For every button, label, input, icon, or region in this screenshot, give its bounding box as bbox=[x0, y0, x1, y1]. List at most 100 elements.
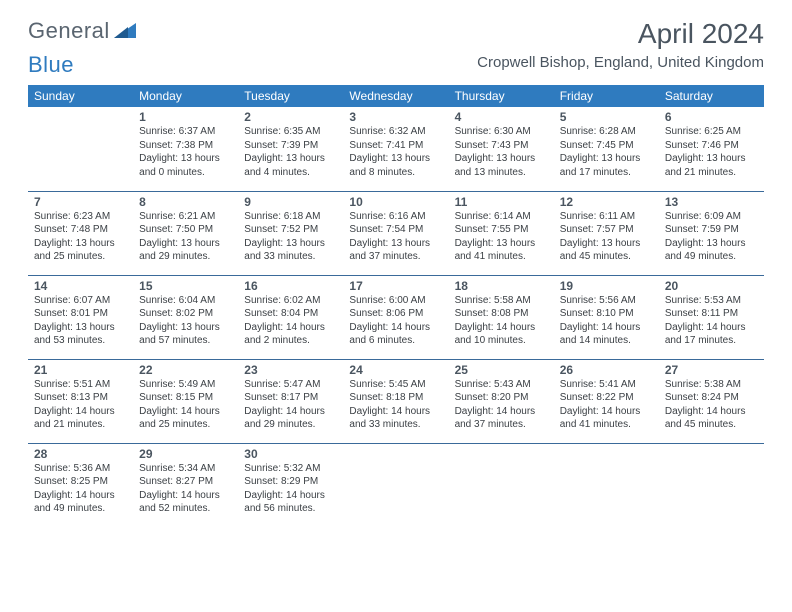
daylight-line-2: and 37 minutes. bbox=[455, 418, 548, 432]
day-cell: 3Sunrise: 6:32 AMSunset: 7:41 PMDaylight… bbox=[343, 107, 448, 191]
day-number: 11 bbox=[455, 195, 548, 209]
daylight-line-1: Daylight: 13 hours bbox=[665, 152, 758, 166]
day-number: 26 bbox=[560, 363, 653, 377]
day-of-week-cell: Monday bbox=[133, 85, 238, 107]
sunset-line: Sunset: 8:06 PM bbox=[349, 307, 442, 321]
daylight-line-1: Daylight: 14 hours bbox=[665, 405, 758, 419]
daylight-line-2: and 29 minutes. bbox=[244, 418, 337, 432]
week-row: 28Sunrise: 5:36 AMSunset: 8:25 PMDayligh… bbox=[28, 443, 764, 527]
sunrise-line: Sunrise: 5:51 AM bbox=[34, 378, 127, 392]
sunset-line: Sunset: 8:24 PM bbox=[665, 391, 758, 405]
sunset-line: Sunset: 8:08 PM bbox=[455, 307, 548, 321]
day-number: 8 bbox=[139, 195, 232, 209]
day-cell bbox=[449, 443, 554, 527]
day-cell: 6Sunrise: 6:25 AMSunset: 7:46 PMDaylight… bbox=[659, 107, 764, 191]
sunrise-line: Sunrise: 6:07 AM bbox=[34, 294, 127, 308]
day-of-week-cell: Friday bbox=[554, 85, 659, 107]
page-header: General April 2024 Cropwell Bishop, Engl… bbox=[0, 0, 792, 77]
daylight-line-1: Daylight: 14 hours bbox=[665, 321, 758, 335]
daylight-line-2: and 21 minutes. bbox=[34, 418, 127, 432]
day-number: 29 bbox=[139, 447, 232, 461]
sunrise-line: Sunrise: 6:28 AM bbox=[560, 125, 653, 139]
daylight-line-2: and 37 minutes. bbox=[349, 250, 442, 264]
day-number: 12 bbox=[560, 195, 653, 209]
sunset-line: Sunset: 7:50 PM bbox=[139, 223, 232, 237]
day-cell: 13Sunrise: 6:09 AMSunset: 7:59 PMDayligh… bbox=[659, 191, 764, 275]
sunset-line: Sunset: 7:52 PM bbox=[244, 223, 337, 237]
sunset-line: Sunset: 7:41 PM bbox=[349, 139, 442, 153]
day-number: 28 bbox=[34, 447, 127, 461]
sunset-line: Sunset: 7:39 PM bbox=[244, 139, 337, 153]
day-of-week-cell: Sunday bbox=[28, 85, 133, 107]
sunset-line: Sunset: 7:38 PM bbox=[139, 139, 232, 153]
day-cell: 15Sunrise: 6:04 AMSunset: 8:02 PMDayligh… bbox=[133, 275, 238, 359]
logo-triangle-icon bbox=[114, 20, 136, 43]
day-cell: 20Sunrise: 5:53 AMSunset: 8:11 PMDayligh… bbox=[659, 275, 764, 359]
daylight-line-1: Daylight: 14 hours bbox=[34, 489, 127, 503]
day-number: 19 bbox=[560, 279, 653, 293]
daylight-line-1: Daylight: 13 hours bbox=[139, 152, 232, 166]
daylight-line-1: Daylight: 14 hours bbox=[455, 321, 548, 335]
daylight-line-2: and 41 minutes. bbox=[455, 250, 548, 264]
daylight-line-1: Daylight: 13 hours bbox=[34, 321, 127, 335]
day-cell bbox=[554, 443, 659, 527]
sunrise-line: Sunrise: 5:36 AM bbox=[34, 462, 127, 476]
week-row: 21Sunrise: 5:51 AMSunset: 8:13 PMDayligh… bbox=[28, 359, 764, 443]
daylight-line-2: and 2 minutes. bbox=[244, 334, 337, 348]
day-number: 5 bbox=[560, 110, 653, 124]
sunrise-line: Sunrise: 5:41 AM bbox=[560, 378, 653, 392]
day-number: 13 bbox=[665, 195, 758, 209]
sunrise-line: Sunrise: 6:14 AM bbox=[455, 210, 548, 224]
day-number: 9 bbox=[244, 195, 337, 209]
sunrise-line: Sunrise: 6:23 AM bbox=[34, 210, 127, 224]
daylight-line-1: Daylight: 13 hours bbox=[139, 237, 232, 251]
daylight-line-1: Daylight: 13 hours bbox=[455, 237, 548, 251]
day-cell: 24Sunrise: 5:45 AMSunset: 8:18 PMDayligh… bbox=[343, 359, 448, 443]
sunrise-line: Sunrise: 5:45 AM bbox=[349, 378, 442, 392]
daylight-line-1: Daylight: 14 hours bbox=[139, 405, 232, 419]
day-number: 6 bbox=[665, 110, 758, 124]
sunrise-line: Sunrise: 6:02 AM bbox=[244, 294, 337, 308]
daylight-line-2: and 45 minutes. bbox=[665, 418, 758, 432]
day-of-week-cell: Saturday bbox=[659, 85, 764, 107]
daylight-line-2: and 0 minutes. bbox=[139, 166, 232, 180]
daylight-line-1: Daylight: 13 hours bbox=[349, 152, 442, 166]
sunset-line: Sunset: 8:02 PM bbox=[139, 307, 232, 321]
day-cell: 12Sunrise: 6:11 AMSunset: 7:57 PMDayligh… bbox=[554, 191, 659, 275]
day-of-week-cell: Thursday bbox=[449, 85, 554, 107]
daylight-line-1: Daylight: 14 hours bbox=[349, 321, 442, 335]
daylight-line-1: Daylight: 14 hours bbox=[244, 489, 337, 503]
day-number: 4 bbox=[455, 110, 548, 124]
sunset-line: Sunset: 7:43 PM bbox=[455, 139, 548, 153]
sunset-line: Sunset: 7:46 PM bbox=[665, 139, 758, 153]
daylight-line-2: and 49 minutes. bbox=[34, 502, 127, 516]
day-number: 27 bbox=[665, 363, 758, 377]
day-cell: 8Sunrise: 6:21 AMSunset: 7:50 PMDaylight… bbox=[133, 191, 238, 275]
sunset-line: Sunset: 7:54 PM bbox=[349, 223, 442, 237]
daylight-line-2: and 8 minutes. bbox=[349, 166, 442, 180]
day-number: 2 bbox=[244, 110, 337, 124]
daylight-line-2: and 45 minutes. bbox=[560, 250, 653, 264]
sunrise-line: Sunrise: 6:00 AM bbox=[349, 294, 442, 308]
daylight-line-2: and 10 minutes. bbox=[455, 334, 548, 348]
day-number: 18 bbox=[455, 279, 548, 293]
day-cell: 30Sunrise: 5:32 AMSunset: 8:29 PMDayligh… bbox=[238, 443, 343, 527]
day-cell: 10Sunrise: 6:16 AMSunset: 7:54 PMDayligh… bbox=[343, 191, 448, 275]
day-number: 16 bbox=[244, 279, 337, 293]
daylight-line-1: Daylight: 14 hours bbox=[560, 405, 653, 419]
sunset-line: Sunset: 7:57 PM bbox=[560, 223, 653, 237]
sunrise-line: Sunrise: 5:38 AM bbox=[665, 378, 758, 392]
day-cell: 27Sunrise: 5:38 AMSunset: 8:24 PMDayligh… bbox=[659, 359, 764, 443]
sunrise-line: Sunrise: 6:11 AM bbox=[560, 210, 653, 224]
daylight-line-2: and 52 minutes. bbox=[139, 502, 232, 516]
daylight-line-1: Daylight: 14 hours bbox=[560, 321, 653, 335]
daylight-line-1: Daylight: 14 hours bbox=[244, 405, 337, 419]
day-number: 21 bbox=[34, 363, 127, 377]
week-row: 14Sunrise: 6:07 AMSunset: 8:01 PMDayligh… bbox=[28, 275, 764, 359]
month-title: April 2024 bbox=[477, 18, 764, 50]
daylight-line-2: and 17 minutes. bbox=[560, 166, 653, 180]
day-cell: 11Sunrise: 6:14 AMSunset: 7:55 PMDayligh… bbox=[449, 191, 554, 275]
daylight-line-1: Daylight: 14 hours bbox=[244, 321, 337, 335]
sunrise-line: Sunrise: 6:25 AM bbox=[665, 125, 758, 139]
day-cell: 21Sunrise: 5:51 AMSunset: 8:13 PMDayligh… bbox=[28, 359, 133, 443]
